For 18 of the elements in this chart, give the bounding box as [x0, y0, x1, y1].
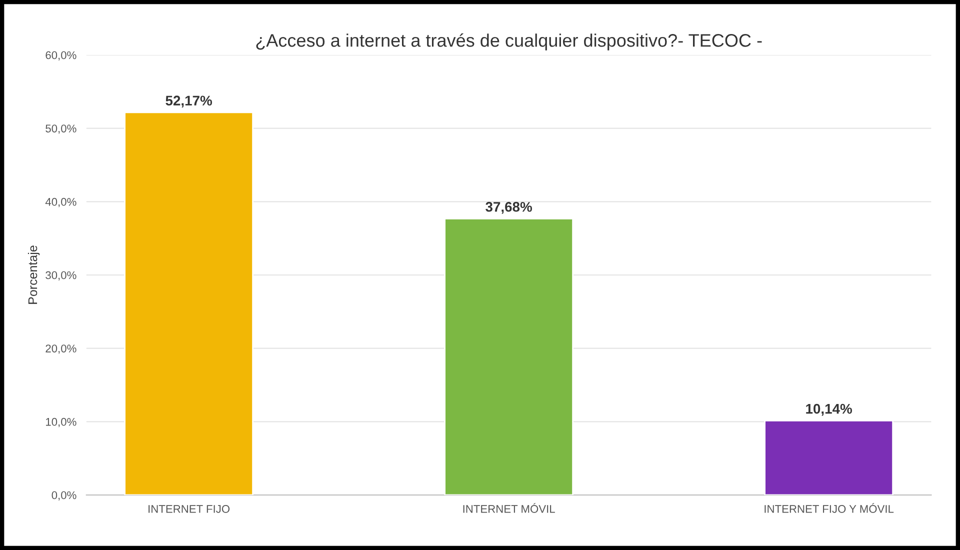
y-tick-label: 50,0%: [46, 124, 76, 134]
y-tick-label: 30,0%: [46, 271, 76, 280]
bar: [124, 112, 254, 495]
y-tick-label: 10,0%: [46, 418, 76, 428]
y-tick-label: 0,0%: [52, 491, 76, 500]
bar: [764, 420, 894, 495]
x-tick-label: INTERNET FIJO: [148, 505, 230, 513]
data-label: 52,17%: [166, 96, 212, 108]
y-tick-label: 60,0%: [46, 51, 76, 60]
data-label: 37,68%: [486, 202, 532, 214]
y-tick-label: 40,0%: [45, 198, 76, 208]
y-axis-title: Porcentaje: [28, 246, 40, 304]
data-label: 10,14%: [806, 404, 852, 416]
x-tick-label: INTERNET FIJO Y MÓVIL: [764, 503, 894, 513]
bar: [444, 218, 574, 495]
chart-title: ¿Acceso a internet a través de cualquier dispositivo?- TECOC -: [256, 33, 762, 50]
x-tick-label: INTERNET MÓVIL: [463, 503, 555, 513]
y-tick-label: 20,0%: [46, 344, 76, 354]
